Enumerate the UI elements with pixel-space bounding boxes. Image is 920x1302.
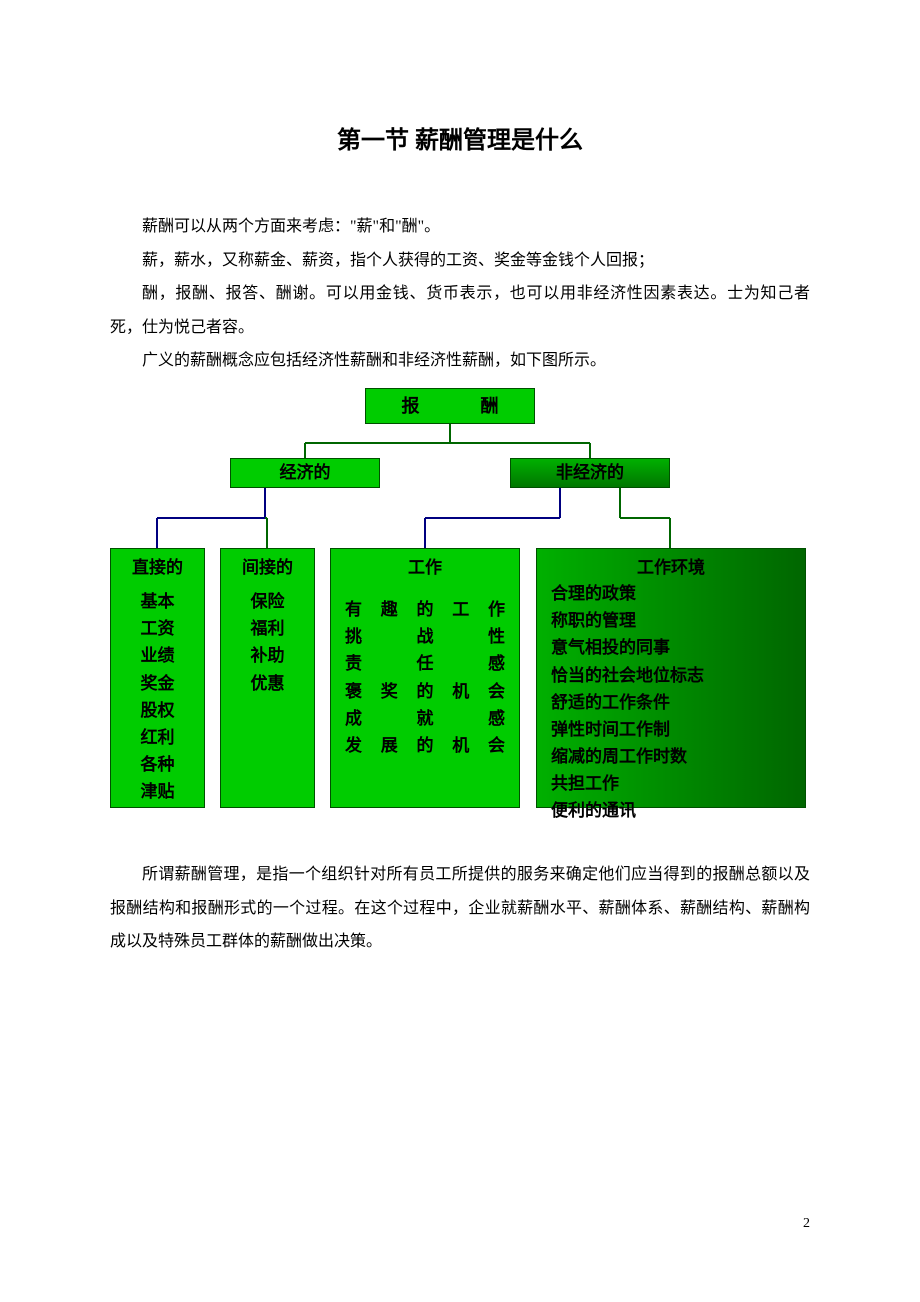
list-item: 业绩 — [119, 642, 196, 669]
list-item: 成就感 — [345, 705, 505, 732]
list-item: 弹性时间工作制 — [551, 716, 791, 743]
compensation-diagram: 报 酬 经济的 非经济的 直接的 基本工资业绩奖金股权红利各种津贴 间接的 保险… — [110, 388, 810, 828]
paragraph: 薪，薪水，又称薪金、薪资，指个人获得的工资、奖金等金钱个人回报； — [110, 244, 810, 278]
list-item: 福利 — [229, 615, 306, 642]
list-item: 工资 — [119, 615, 196, 642]
page-title: 第一节 薪酬管理是什么 — [110, 120, 810, 155]
paragraph: 薪酬可以从两个方面来考虑："薪"和"酬"。 — [110, 210, 810, 244]
list-item: 津贴 — [119, 778, 196, 805]
list-item: 有趣的工作 — [345, 596, 505, 623]
node-label: 间接的 — [229, 553, 306, 578]
list-item: 补助 — [229, 642, 306, 669]
node-root: 报 酬 — [365, 388, 535, 424]
list-item: 恰当的社会地位标志 — [551, 662, 791, 689]
list-item: 保险 — [229, 588, 306, 615]
paragraph: 酬，报酬、报答、酬谢。可以用金钱、货币表示，也可以用非经济性因素表达。士为知己者… — [110, 277, 810, 344]
node-label: 经济的 — [231, 459, 379, 487]
list-item: 意气相投的同事 — [551, 634, 791, 661]
node-label: 非经济的 — [511, 459, 669, 487]
paragraph: 所谓薪酬管理，是指一个组织针对所有员工所提供的服务来确定他们应当得到的报酬总额以… — [110, 858, 810, 959]
list-item: 优惠 — [229, 670, 306, 697]
list-item: 奖金 — [119, 670, 196, 697]
intro-paragraphs: 薪酬可以从两个方面来考虑："薪"和"酬"。 薪，薪水，又称薪金、薪资，指个人获得… — [110, 210, 810, 378]
node-economic: 经济的 — [230, 458, 380, 488]
list-item: 便利的通讯 — [551, 797, 791, 824]
list-item: 责任感 — [345, 650, 505, 677]
node-direct: 直接的 基本工资业绩奖金股权红利各种津贴 — [110, 548, 205, 808]
page-number: 2 — [803, 1216, 810, 1232]
node-label: 直接的 — [119, 553, 196, 578]
list-item: 红利 — [119, 724, 196, 751]
paragraph: 广义的薪酬概念应包括经济性薪酬和非经济性薪酬，如下图所示。 — [110, 344, 810, 378]
list-item: 基本 — [119, 588, 196, 615]
node-items: 保险福利补助优惠 — [229, 588, 306, 697]
node-noneconomic: 非经济的 — [510, 458, 670, 488]
list-item: 发展的机会 — [345, 732, 505, 759]
list-item: 共担工作 — [551, 770, 791, 797]
node-items: 基本工资业绩奖金股权红利各种津贴 — [119, 588, 196, 806]
list-item: 股权 — [119, 697, 196, 724]
node-work: 工作 有趣的工作挑战性责任感褒奖的机会成就感发展的机会 — [330, 548, 520, 808]
node-label: 工作 — [345, 553, 505, 578]
conclusion-paragraphs: 所谓薪酬管理，是指一个组织针对所有员工所提供的服务来确定他们应当得到的报酬总额以… — [110, 858, 810, 959]
list-item: 各种 — [119, 751, 196, 778]
node-label: 报 酬 — [394, 389, 534, 423]
node-environment: 工作环境 合理的政策称职的管理意气相投的同事恰当的社会地位标志舒适的工作条件弹性… — [536, 548, 806, 808]
node-items: 有趣的工作挑战性责任感褒奖的机会成就感发展的机会 — [345, 596, 505, 759]
list-item: 称职的管理 — [551, 607, 791, 634]
node-items: 合理的政策称职的管理意气相投的同事恰当的社会地位标志舒适的工作条件弹性时间工作制… — [551, 580, 791, 825]
node-indirect: 间接的 保险福利补助优惠 — [220, 548, 315, 808]
node-label: 工作环境 — [551, 553, 791, 578]
list-item: 挑战性 — [345, 623, 505, 650]
list-item: 舒适的工作条件 — [551, 689, 791, 716]
list-item: 合理的政策 — [551, 580, 791, 607]
list-item: 缩减的周工作时数 — [551, 743, 791, 770]
list-item: 褒奖的机会 — [345, 678, 505, 705]
